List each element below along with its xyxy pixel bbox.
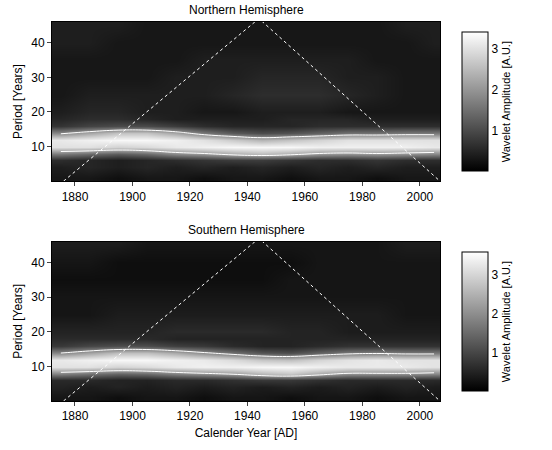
svg-text:30: 30 <box>31 290 45 304</box>
svg-text:Southern Hemisphere: Southern Hemisphere <box>188 223 305 237</box>
svg-text:3: 3 <box>491 42 498 56</box>
svg-text:1920: 1920 <box>177 190 204 204</box>
svg-text:Period [Years]: Period [Years] <box>11 64 25 139</box>
svg-text:Wavelet Amplitude [A.U.]: Wavelet Amplitude [A.U.] <box>500 41 512 162</box>
svg-text:1940: 1940 <box>234 409 261 423</box>
svg-text:Wavelet Amplitude [A.U.]: Wavelet Amplitude [A.U.] <box>500 261 512 382</box>
svg-text:20: 20 <box>31 325 45 339</box>
svg-text:30: 30 <box>31 71 45 85</box>
svg-text:40: 40 <box>31 256 45 270</box>
svg-text:1940: 1940 <box>234 190 261 204</box>
svg-text:1980: 1980 <box>349 190 376 204</box>
svg-text:1900: 1900 <box>119 409 146 423</box>
svg-text:Period [Years]: Period [Years] <box>11 284 25 359</box>
svg-text:3: 3 <box>491 268 498 282</box>
svg-text:1980: 1980 <box>349 409 376 423</box>
svg-text:Calender Year [AD]: Calender Year [AD] <box>195 426 298 440</box>
svg-text:1880: 1880 <box>62 409 89 423</box>
svg-text:1: 1 <box>491 124 498 138</box>
svg-text:10: 10 <box>31 140 45 154</box>
svg-text:1960: 1960 <box>292 409 319 423</box>
svg-text:20: 20 <box>31 105 45 119</box>
svg-text:1900: 1900 <box>119 190 146 204</box>
svg-text:1960: 1960 <box>292 190 319 204</box>
svg-text:1880: 1880 <box>62 190 89 204</box>
svg-text:1920: 1920 <box>177 409 204 423</box>
svg-text:2: 2 <box>491 83 498 97</box>
svg-text:2: 2 <box>491 307 498 321</box>
svg-text:Northern Hemisphere: Northern Hemisphere <box>189 3 304 17</box>
svg-text:2000: 2000 <box>407 409 434 423</box>
svg-text:2000: 2000 <box>407 190 434 204</box>
svg-text:10: 10 <box>31 360 45 374</box>
svg-text:40: 40 <box>31 36 45 50</box>
svg-text:1: 1 <box>491 346 498 360</box>
